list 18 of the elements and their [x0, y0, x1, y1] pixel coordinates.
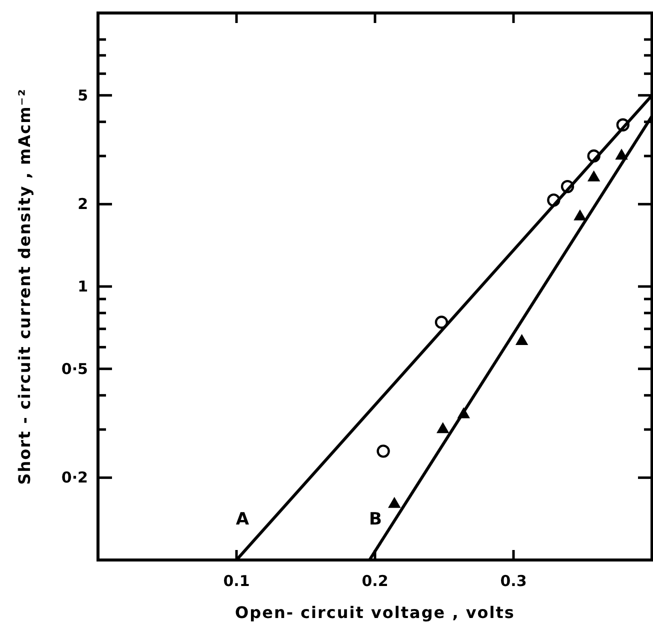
- point: [515, 334, 528, 346]
- point: [587, 170, 600, 182]
- point: [388, 496, 401, 508]
- x-tick-label: 0.2: [362, 572, 388, 590]
- x-axis-title: Open- circuit voltage , volts: [235, 603, 515, 622]
- x-tick-label: 0.3: [500, 572, 527, 590]
- y-tick-label: 2: [78, 195, 88, 214]
- point: [436, 422, 450, 434]
- y-axis-title: Short - circuit current density , mAcm⁻²: [15, 88, 34, 485]
- series-label: B: [368, 510, 382, 530]
- y-tick-label: 0·5: [61, 360, 88, 378]
- point: [574, 209, 586, 220]
- point: [434, 316, 448, 329]
- y-tick-label: 1: [78, 278, 88, 296]
- y-tick-label: 5: [78, 86, 88, 104]
- x-tick-label: 0.1: [223, 572, 250, 590]
- series-label: A: [236, 510, 250, 530]
- y-tick-label: 0·2: [61, 468, 88, 487]
